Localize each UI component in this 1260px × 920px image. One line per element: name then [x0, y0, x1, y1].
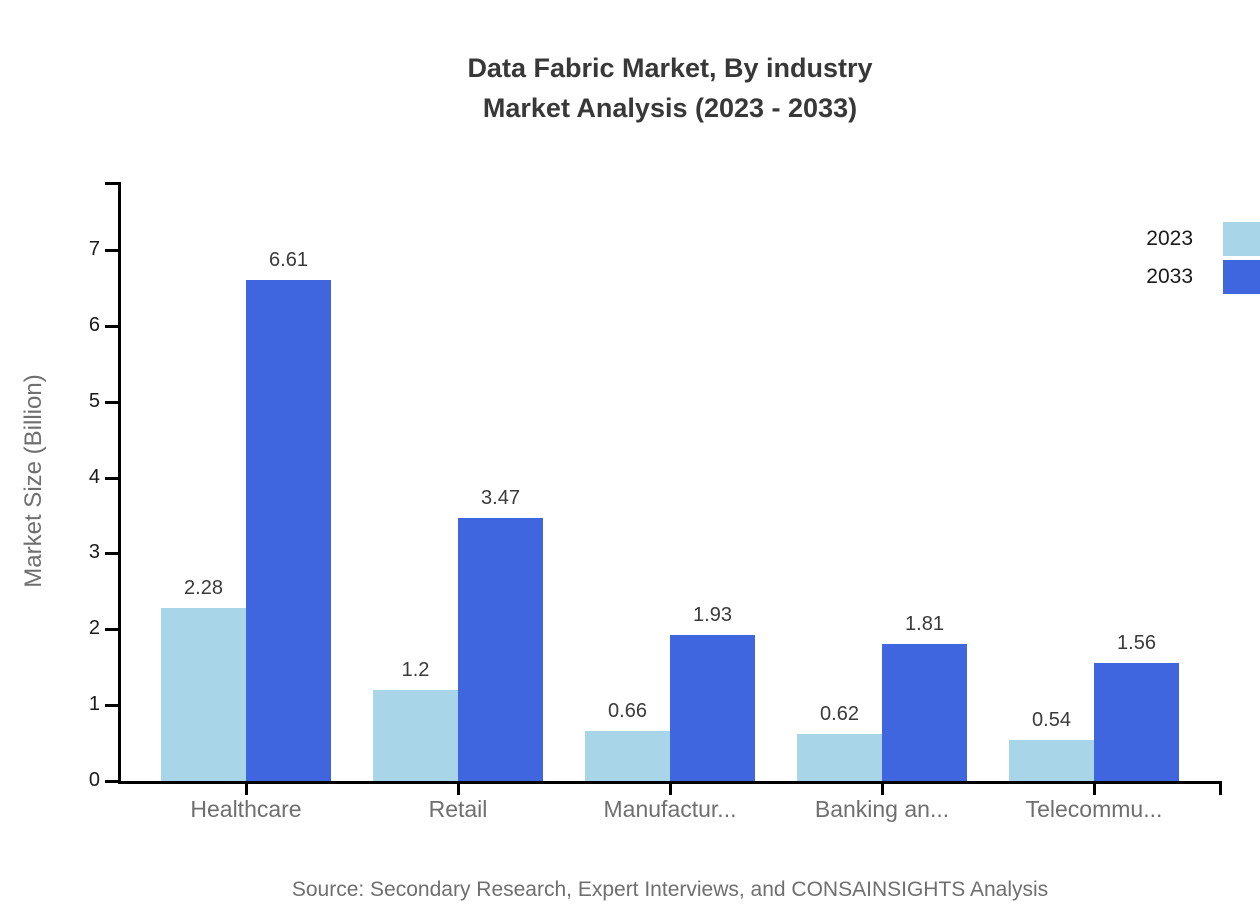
source-note: Source: Secondary Research, Expert Inter… — [291, 878, 1049, 901]
y-tick-label: 1 — [88, 693, 100, 715]
y-tick — [105, 628, 118, 631]
legend-swatch-2033 — [1223, 260, 1260, 294]
chart-title-line1: Data Fabric Market, By industry — [467, 53, 873, 83]
chart-title-line2: Market Analysis (2023 - 2033) — [482, 93, 858, 123]
bar-2023-2 — [585, 731, 670, 781]
y-tick — [105, 704, 118, 707]
x-tick — [669, 781, 672, 795]
legend-label-2023: 2023 — [1146, 227, 1193, 250]
chart-title: Data Fabric Market, By industry Market A… — [80, 48, 1260, 128]
value-label: 1.93 — [693, 604, 732, 626]
legend-item-2023: 2023 — [1063, 222, 1260, 256]
x-tick — [457, 781, 460, 795]
y-tick-label: 6 — [88, 314, 100, 336]
value-label: 6.61 — [269, 249, 308, 271]
value-label: 2.28 — [184, 577, 223, 599]
bar-2023-0 — [161, 608, 246, 781]
bar-2023-4 — [1009, 740, 1094, 781]
value-label: 0.66 — [608, 700, 647, 722]
y-tick — [105, 552, 118, 555]
y-tick — [105, 780, 118, 783]
value-label: 0.62 — [820, 703, 859, 725]
y-tick-label: 7 — [88, 238, 100, 260]
y-tick-label: 4 — [88, 466, 100, 488]
y-tick-label: 3 — [88, 541, 100, 563]
x-tick — [1093, 781, 1096, 795]
y-tick-label: 0 — [88, 769, 100, 791]
y-tick — [105, 401, 118, 404]
legend: 2023 2033 — [1063, 222, 1260, 294]
y-axis-line — [118, 182, 121, 784]
value-label: 3.47 — [481, 487, 520, 509]
y-axis-top-cap — [105, 182, 118, 185]
bar-2023-3 — [797, 734, 882, 781]
y-tick — [105, 325, 118, 328]
value-label: 0.54 — [1032, 709, 1071, 731]
y-tick-label: 2 — [88, 617, 100, 639]
x-axis-right-cap — [1219, 781, 1222, 795]
legend-item-2033: 2033 — [1063, 260, 1260, 294]
y-tick — [105, 477, 118, 480]
y-tick — [105, 249, 118, 252]
bar-2033-2 — [670, 635, 755, 781]
x-category-label: Telecommu... — [1025, 796, 1163, 822]
value-label: 1.56 — [1117, 632, 1156, 654]
legend-label-2033: 2033 — [1146, 265, 1193, 288]
value-label: 1.2 — [401, 659, 430, 681]
bar-2033-3 — [882, 644, 967, 781]
bar-2023-1 — [373, 690, 458, 781]
x-tick — [245, 781, 248, 795]
bar-2033-4 — [1094, 663, 1179, 781]
legend-swatch-2023 — [1223, 222, 1260, 256]
x-category-label: Banking an... — [814, 796, 950, 822]
bar-2033-1 — [458, 518, 543, 781]
value-label: 1.81 — [905, 613, 944, 635]
x-axis-line — [118, 781, 1222, 784]
x-category-label: Healthcare — [190, 796, 302, 822]
x-category-label: Manufactur... — [603, 796, 737, 822]
x-category-label: Retail — [428, 796, 488, 822]
bar-2033-0 — [246, 280, 331, 781]
y-tick-label: 5 — [88, 390, 100, 412]
x-tick — [881, 781, 884, 795]
